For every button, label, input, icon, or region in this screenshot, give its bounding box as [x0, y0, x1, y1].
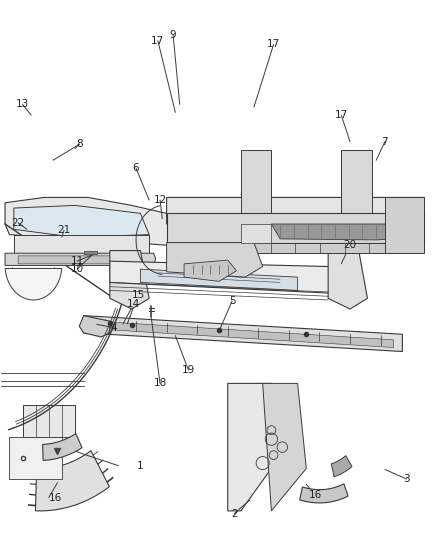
Polygon shape: [228, 383, 272, 511]
Text: 13: 13: [16, 100, 29, 109]
Polygon shape: [5, 197, 175, 245]
Polygon shape: [97, 321, 394, 348]
Polygon shape: [331, 456, 352, 477]
Polygon shape: [5, 253, 155, 265]
Text: 18: 18: [153, 378, 167, 389]
Text: 17: 17: [267, 39, 280, 50]
Text: 16: 16: [49, 492, 62, 503]
Text: 17: 17: [151, 36, 165, 46]
Text: 3: 3: [403, 474, 410, 484]
Text: 10: 10: [71, 264, 84, 274]
Text: 2: 2: [231, 508, 237, 519]
Text: 17: 17: [335, 110, 348, 120]
Polygon shape: [110, 251, 149, 309]
Text: 12: 12: [153, 195, 167, 205]
Polygon shape: [341, 150, 372, 224]
Polygon shape: [14, 235, 149, 256]
Polygon shape: [5, 269, 62, 300]
Polygon shape: [35, 450, 110, 511]
Polygon shape: [79, 316, 110, 337]
Polygon shape: [166, 243, 424, 253]
Text: 19: 19: [182, 365, 195, 375]
Polygon shape: [272, 224, 394, 240]
Polygon shape: [141, 269, 297, 290]
Text: 15: 15: [131, 289, 145, 300]
Text: 16: 16: [308, 490, 321, 500]
Polygon shape: [166, 213, 424, 243]
Polygon shape: [14, 205, 149, 237]
Polygon shape: [241, 224, 272, 243]
Text: 22: 22: [11, 218, 25, 228]
Text: 21: 21: [57, 225, 71, 236]
Text: 4: 4: [111, 322, 117, 333]
Polygon shape: [166, 197, 424, 224]
Polygon shape: [22, 405, 75, 437]
Polygon shape: [328, 251, 367, 309]
Polygon shape: [84, 316, 403, 351]
Polygon shape: [241, 150, 272, 224]
Polygon shape: [300, 484, 348, 503]
Text: 14: 14: [127, 298, 141, 309]
Text: 7: 7: [381, 136, 388, 147]
Text: 9: 9: [170, 30, 177, 41]
Polygon shape: [184, 260, 237, 281]
Polygon shape: [263, 383, 306, 511]
Text: 5: 5: [229, 296, 235, 306]
Polygon shape: [18, 256, 143, 264]
Text: 1: 1: [137, 461, 144, 471]
Polygon shape: [84, 251, 97, 254]
Text: 20: 20: [343, 240, 357, 251]
Polygon shape: [385, 197, 424, 253]
Text: 8: 8: [76, 139, 83, 149]
Polygon shape: [42, 434, 82, 461]
Polygon shape: [166, 243, 263, 277]
Text: 11: 11: [71, 256, 84, 266]
Polygon shape: [110, 261, 337, 293]
Polygon shape: [10, 437, 62, 479]
Text: 6: 6: [133, 163, 139, 173]
